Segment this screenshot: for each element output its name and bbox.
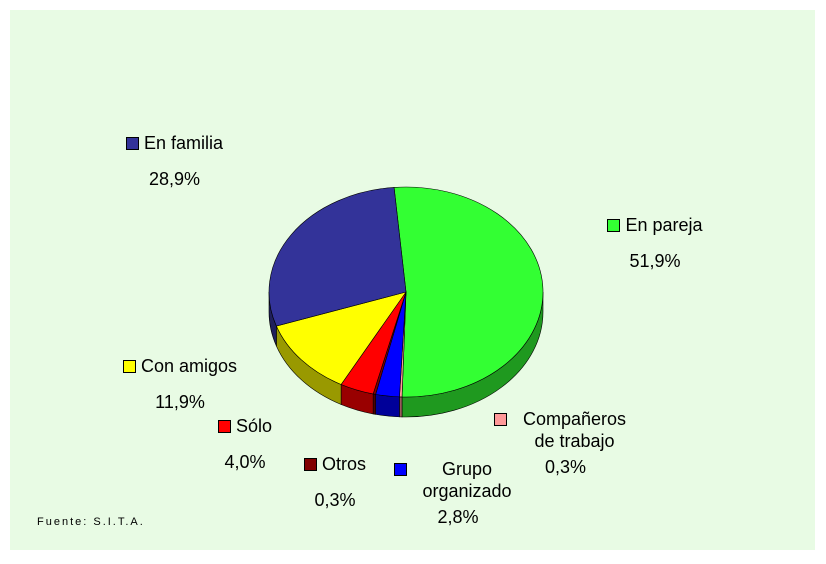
- slice-label: Grupo organizado 2,8%: [388, 458, 528, 528]
- slice-label: En familia 28,9%: [107, 132, 242, 190]
- category-label: En familia: [143, 133, 224, 153]
- legend-swatch: [494, 413, 507, 426]
- slice-label: Sólo 4,0%: [195, 415, 295, 473]
- legend-row: Grupo organizado: [388, 458, 528, 502]
- slice-label: Con amigos 11,9%: [105, 355, 255, 413]
- slice-side: [372, 393, 376, 415]
- slice-side: [375, 394, 400, 418]
- category-label: En pareja: [625, 215, 703, 235]
- slice-label: En pareja 51,9%: [585, 214, 725, 272]
- value-label: 51,9%: [629, 251, 681, 271]
- category-label: Otros: [321, 454, 366, 474]
- legend-row: Sólo: [195, 415, 295, 437]
- legend-swatch: [217, 420, 231, 433]
- slice: [268, 187, 407, 327]
- slice-label: Compañeros de trabajo 0,3%: [488, 408, 643, 478]
- value-label: 0,3%: [314, 490, 356, 510]
- slice: [275, 291, 407, 385]
- value-label: 2,8%: [437, 507, 479, 527]
- source-note: Fuente: S.I.T.A.: [37, 516, 145, 528]
- legend-swatch: [607, 219, 621, 232]
- legend-swatch: [303, 458, 317, 471]
- slice-label: Otros 0,3%: [285, 453, 385, 511]
- category-label: Compañeros de trabajo: [522, 409, 627, 451]
- value-label: 4,0%: [224, 452, 266, 472]
- category-label: Grupo organizado: [422, 459, 512, 501]
- category-label: Con amigos: [140, 356, 238, 376]
- slice-side: [399, 396, 403, 418]
- value-label: 28,9%: [148, 169, 201, 189]
- legend-row: Con amigos: [105, 355, 255, 377]
- value-label: 0,3%: [544, 457, 587, 477]
- legend-swatch: [122, 360, 136, 373]
- legend-row: Otros: [285, 453, 385, 475]
- legend-swatch: [394, 463, 407, 476]
- category-label: Sólo: [235, 416, 273, 436]
- legend-swatch: [125, 137, 139, 150]
- legend-row: En pareja: [585, 214, 725, 236]
- legend-row: Compañeros de trabajo: [488, 408, 643, 452]
- value-label: 11,9%: [155, 392, 205, 412]
- legend-row: En familia: [107, 132, 242, 154]
- slice: [393, 186, 544, 398]
